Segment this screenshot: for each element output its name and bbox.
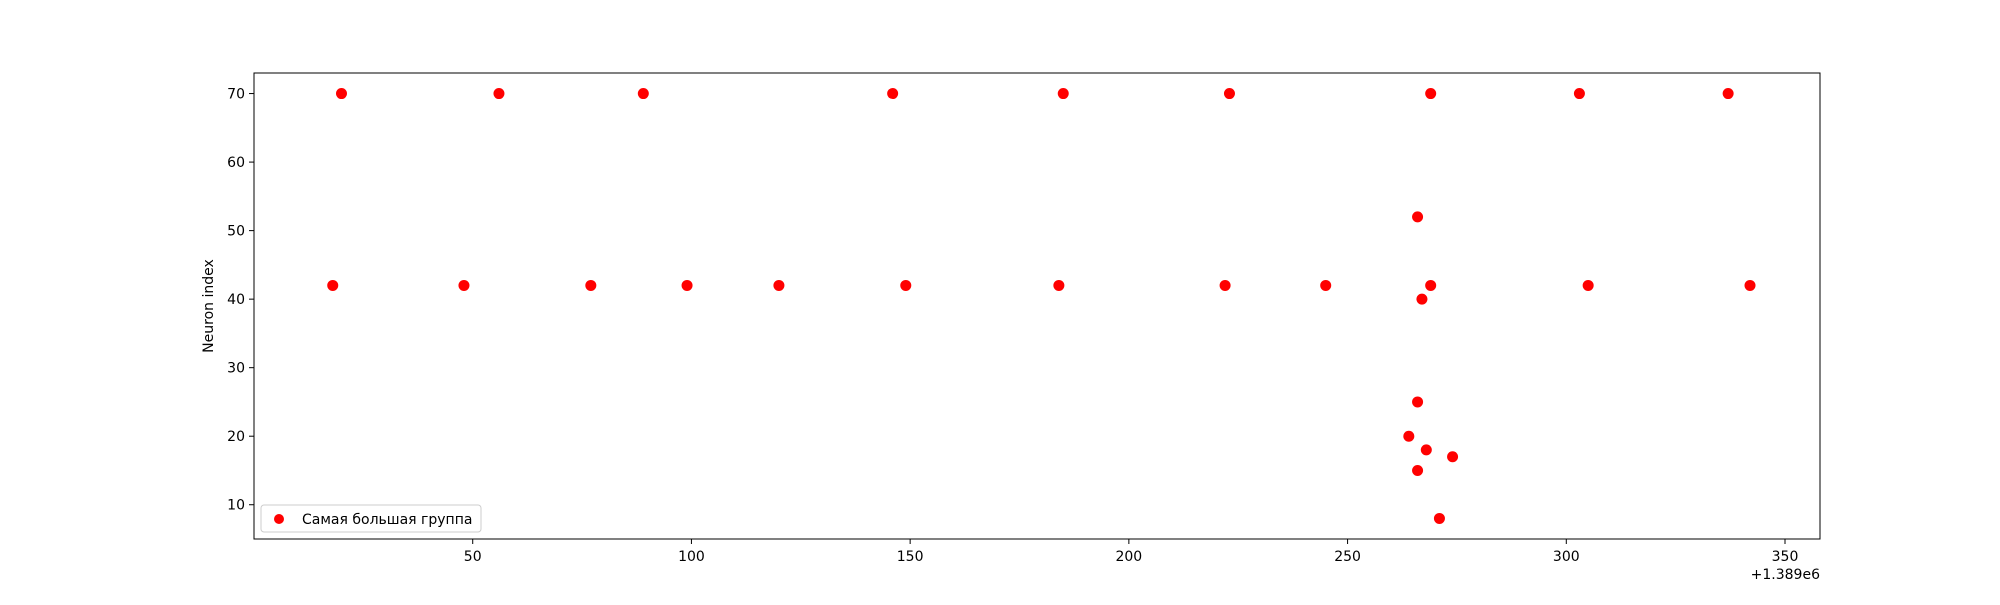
x-tick-label: 350 [1772, 549, 1799, 565]
plot-frame [253, 72, 1821, 540]
data-point [1412, 396, 1424, 408]
y-tick-label: 60 [227, 155, 245, 171]
legend-label: Самая большая группа [302, 512, 472, 528]
data-point [1219, 279, 1231, 291]
data-point [327, 279, 339, 291]
data-point [1582, 279, 1594, 291]
data-point [773, 279, 785, 291]
data-point [1420, 444, 1432, 456]
data-point [1744, 279, 1756, 291]
y-axis-label: Neuron index [201, 259, 217, 353]
data-point [493, 88, 505, 100]
data-point [900, 279, 912, 291]
x-tick-label: 250 [1334, 549, 1361, 565]
data-point [585, 279, 597, 291]
data-point [1223, 88, 1235, 100]
x-tick-label: 50 [464, 549, 482, 565]
data-point [1053, 279, 1065, 291]
y-tick-label: 30 [227, 361, 245, 377]
x-tick-label: 200 [1115, 549, 1142, 565]
y-tick-label: 40 [227, 292, 245, 308]
legend-box [260, 504, 482, 533]
legend-marker [274, 514, 284, 524]
y-tick-label: 10 [227, 498, 245, 514]
x-tick-label: 100 [678, 549, 705, 565]
data-point [1425, 279, 1437, 291]
data-point [1722, 88, 1734, 100]
data-point [1403, 430, 1415, 442]
axes: 50 100 150 200 250 300 350 10 20 30 40 50 60 70 [227, 87, 1798, 565]
data-point [887, 88, 899, 100]
data-point [1416, 293, 1428, 305]
data-point [335, 88, 347, 100]
data-point [1433, 512, 1445, 524]
data-point [1057, 88, 1069, 100]
x-tick-label: 150 [897, 549, 924, 565]
y-tick-label: 70 [227, 87, 245, 103]
data-point [1412, 211, 1424, 223]
data-point [637, 88, 649, 100]
x-axis-offset-label: +1.389e6 [1751, 567, 1820, 583]
data-point [681, 279, 693, 291]
x-tick-label: 300 [1553, 549, 1580, 565]
data-point [1447, 451, 1459, 463]
data-points [327, 88, 1756, 524]
data-point [1320, 279, 1332, 291]
y-tick-label: 50 [227, 224, 245, 240]
data-point [458, 279, 470, 291]
data-point [1573, 88, 1585, 100]
y-tick-label: 20 [227, 429, 245, 445]
data-point [1425, 88, 1437, 100]
data-point [1412, 464, 1424, 476]
legend: Самая большая группа [260, 504, 482, 533]
